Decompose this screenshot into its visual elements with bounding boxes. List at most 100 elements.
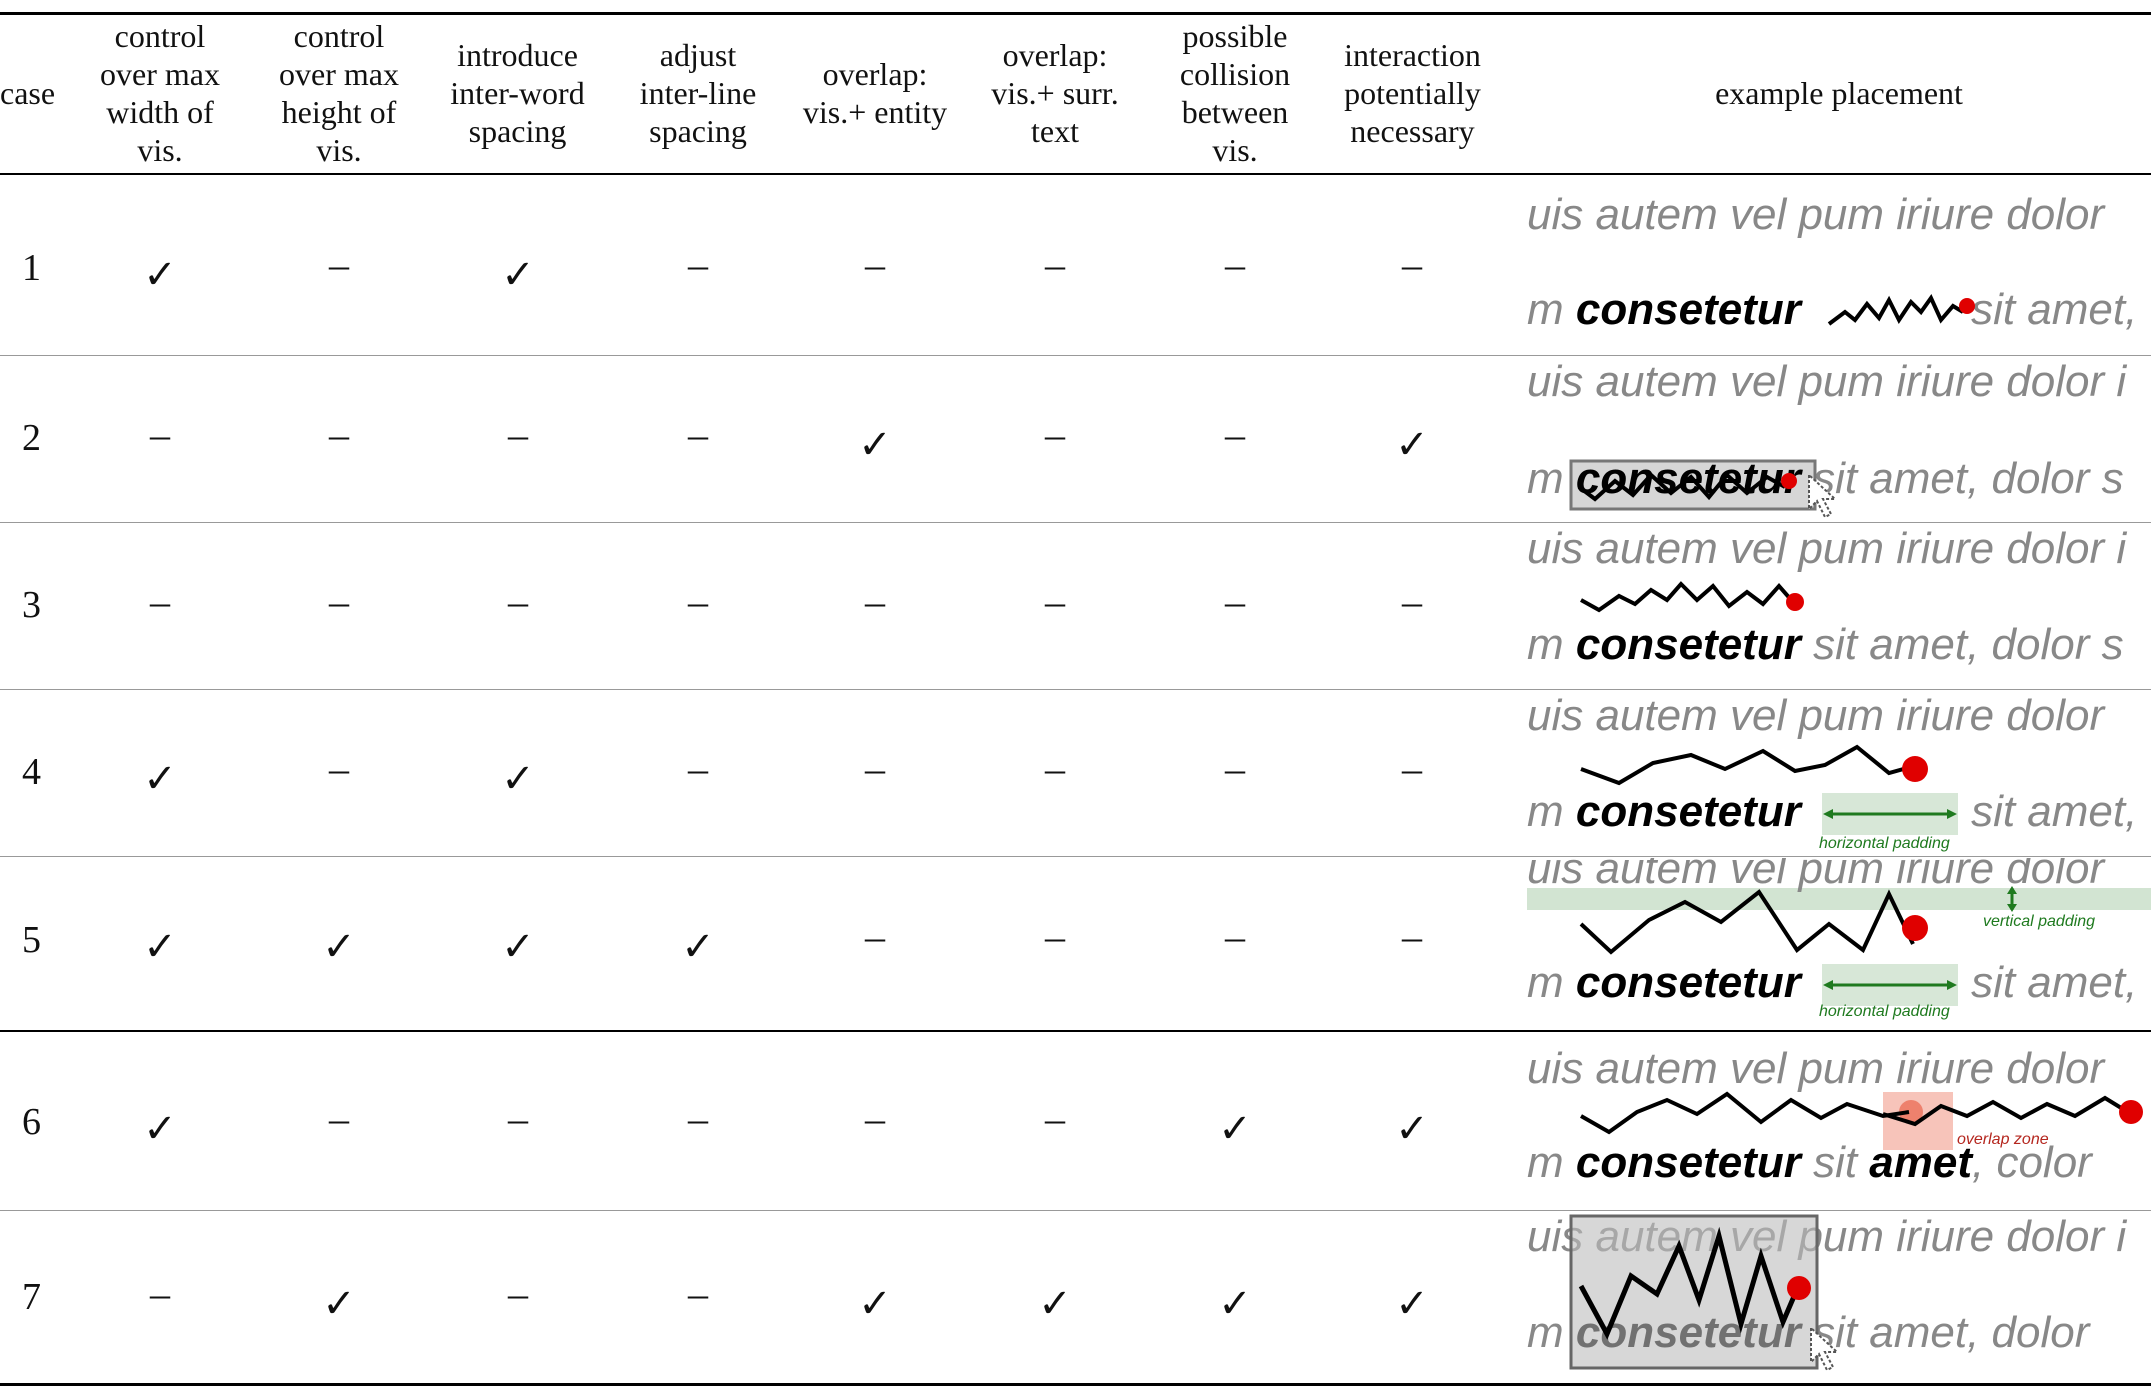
check-mark: ✓ bbox=[322, 1280, 356, 1326]
dash-mark: – bbox=[329, 1095, 349, 1141]
header-max-width: control over max width of vis. bbox=[100, 18, 220, 168]
case-number: 3 bbox=[22, 584, 41, 626]
header-case: case bbox=[0, 75, 56, 111]
dash-mark: – bbox=[1225, 578, 1245, 624]
check-mark: ✓ bbox=[681, 923, 715, 969]
header-overlap-entity: overlap: vis.+ entity bbox=[802, 56, 948, 130]
section-rule bbox=[0, 1030, 2151, 1032]
vertical-padding-note: vertical padding bbox=[1983, 913, 2095, 930]
text-line-bottom: m consetetur sit amet, bbox=[1527, 787, 2138, 836]
example-case-4: uis autem vel pum iriure dolor horizonta… bbox=[1527, 691, 2151, 854]
row-divider bbox=[0, 1210, 2151, 1211]
case-number: 7 bbox=[22, 1276, 41, 1318]
check-mark: ✓ bbox=[143, 251, 177, 297]
entity-word: consetetur bbox=[1575, 620, 1801, 669]
check-mark: ✓ bbox=[1395, 1280, 1429, 1326]
text-line-top: uis autem vel pum iriure dolor bbox=[1527, 858, 2105, 893]
example-case-6: uis autem vel pum iriure dolor overlap z… bbox=[1527, 1034, 2151, 1208]
check-mark: ✓ bbox=[858, 1280, 892, 1326]
dash-mark: – bbox=[329, 578, 349, 624]
text-line-top: uis autem vel pum iriure dolor bbox=[1527, 691, 2105, 740]
dash-mark: – bbox=[688, 745, 708, 791]
header-example: example placement bbox=[1715, 75, 1963, 111]
text-line-top: uis autem vel pum iriure dolor bbox=[1527, 190, 2105, 239]
check-mark: ✓ bbox=[143, 1105, 177, 1151]
dash-mark: – bbox=[1225, 745, 1245, 791]
sparkline bbox=[1577, 472, 1838, 519]
row-divider bbox=[0, 355, 2151, 356]
header-interaction: interaction potentially necessary bbox=[1344, 37, 1481, 149]
cursor-icon bbox=[1808, 472, 1838, 519]
example-case-7: uis autem vel pum iriure dolor i m conse… bbox=[1527, 1212, 2151, 1381]
padding-note: horizontal padding bbox=[1819, 1003, 1950, 1020]
overlap-zone: overlap zone bbox=[1883, 1092, 2049, 1150]
dash-mark: – bbox=[1045, 1095, 1065, 1141]
dash-mark: – bbox=[508, 1270, 528, 1316]
text-line-top: uis autem vel pum iriure dolor i bbox=[1527, 357, 2127, 406]
header-inter-line: adjust inter-line spacing bbox=[639, 37, 757, 149]
check-mark: ✓ bbox=[322, 923, 356, 969]
example-case-5: horizontal padding vertical padding uis … bbox=[1527, 858, 2151, 1028]
header-max-height: control over max height of vis. bbox=[279, 18, 399, 168]
dash-mark: – bbox=[1225, 913, 1245, 959]
case-number: 5 bbox=[22, 919, 41, 961]
header-overlap-text: overlap: vis.+ surr. text bbox=[991, 37, 1119, 149]
dash-mark: – bbox=[865, 578, 885, 624]
overlay-box bbox=[1569, 1214, 1840, 1372]
dash-mark: – bbox=[508, 1095, 528, 1141]
check-mark: ✓ bbox=[858, 421, 892, 467]
header-collision: possible collision between vis. bbox=[1179, 18, 1291, 168]
dash-mark: – bbox=[508, 411, 528, 457]
dash-mark: – bbox=[865, 1095, 885, 1141]
dash-mark: – bbox=[1045, 745, 1065, 791]
dash-mark: – bbox=[1225, 241, 1245, 287]
row-divider bbox=[0, 522, 2151, 523]
dash-mark: – bbox=[1402, 913, 1422, 959]
example-case-2: uis autem vel pum iriure dolor i m conse… bbox=[1527, 357, 2151, 520]
dash-mark: – bbox=[865, 745, 885, 791]
text-line-top: uis autem vel pum iriure dolor bbox=[1527, 1044, 2105, 1093]
dash-mark: – bbox=[329, 745, 349, 791]
dash-mark: – bbox=[329, 241, 349, 287]
sparkline bbox=[1827, 294, 1975, 326]
sparkline bbox=[1579, 889, 1928, 955]
dash-mark: – bbox=[1402, 745, 1422, 791]
check-mark: ✓ bbox=[1038, 1280, 1072, 1326]
sparkline bbox=[1580, 744, 1928, 786]
dash-mark: – bbox=[865, 913, 885, 959]
dash-mark: – bbox=[1045, 241, 1065, 287]
bottom-rule bbox=[0, 1383, 2151, 1386]
entity-word: consetetur bbox=[1575, 285, 1801, 334]
dash-mark: – bbox=[688, 1095, 708, 1141]
dash-mark: – bbox=[508, 578, 528, 624]
dash-mark: – bbox=[1045, 411, 1065, 457]
cursor-icon bbox=[1810, 1325, 1840, 1372]
dash-mark: – bbox=[1225, 411, 1245, 457]
dash-mark: – bbox=[688, 241, 708, 287]
check-mark: ✓ bbox=[143, 923, 177, 969]
sparkline bbox=[1580, 581, 1804, 613]
case-number: 2 bbox=[22, 417, 41, 459]
header-inter-word: introduce inter-word spacing bbox=[450, 37, 585, 149]
check-mark: ✓ bbox=[1395, 421, 1429, 467]
text-line-bottom: m consetetur sit amet, dolor s bbox=[1527, 620, 2124, 669]
text-line-top: uis autem vel pum iriure dolor i bbox=[1527, 524, 2127, 573]
dash-mark: – bbox=[150, 411, 170, 457]
dash-mark: – bbox=[1045, 578, 1065, 624]
check-mark: ✓ bbox=[501, 755, 535, 801]
check-mark: ✓ bbox=[501, 251, 535, 297]
row-divider bbox=[0, 856, 2151, 857]
text-line-bottom: m consetetur sit amet, color bbox=[1527, 1138, 2092, 1187]
dash-mark: – bbox=[329, 411, 349, 457]
dash-mark: – bbox=[1045, 913, 1065, 959]
case-number: 4 bbox=[22, 751, 41, 793]
text-line-bottom: m consetetur sit amet, bbox=[1527, 958, 2138, 1007]
entity-word: consetetur bbox=[1575, 1138, 1801, 1187]
entity-word-2: amet bbox=[1869, 1138, 1973, 1187]
case-number: 6 bbox=[22, 1101, 41, 1143]
row-divider bbox=[0, 689, 2151, 690]
dash-mark: – bbox=[1402, 241, 1422, 287]
check-mark: ✓ bbox=[143, 755, 177, 801]
check-mark: ✓ bbox=[1218, 1280, 1252, 1326]
